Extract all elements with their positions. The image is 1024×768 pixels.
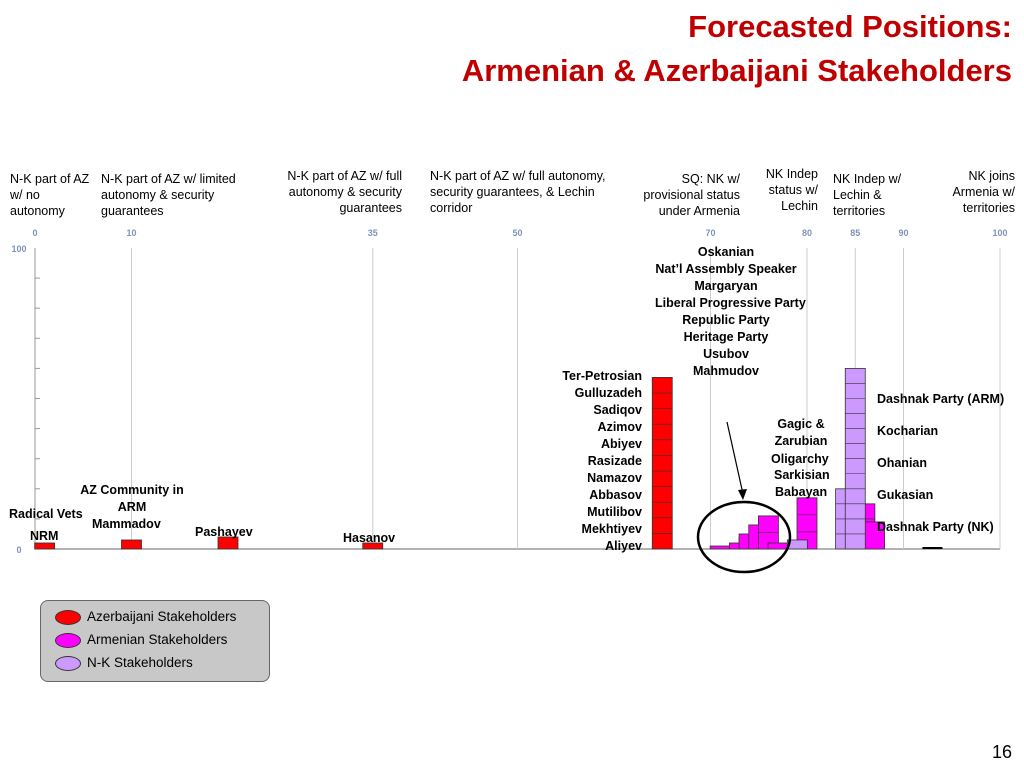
legend-swatch-az [55,609,81,625]
x-tick-label-8: 100 [992,228,1007,238]
label-pashayev: Pashayev [195,525,253,539]
y-tick-label-0: 0 [16,545,21,555]
legend-label-az: Azerbaijani Stakeholders [87,609,237,624]
legend-item-az: Azerbaijani Stakeholders [55,609,236,625]
position-label-3: N-K part of AZ w/ full autonomy, securit… [430,169,606,215]
x-tick-label-3: 50 [512,228,522,238]
az-stakeholder-label-9: Mekhtiyev [581,522,642,536]
bar-arm-0 [709,545,731,550]
az-stakeholder-labels: Ter-Petrosian Gulluzadeh Sadiqov Azimov Abiy… [536,368,642,555]
legend-label-nk: N-K Stakeholders [87,655,193,670]
x-tick-label-0: 0 [32,228,37,238]
arm-stakeholder-labels: Oskanian Nat’l Assembly Speaker Margaryan L… [655,244,806,380]
az-stakeholder-label-3: Azimov [597,420,642,434]
az-stakeholder-label-2: Sadiqov [593,403,642,417]
az-stakeholder-label-0: Ter-Petrosian [562,369,642,383]
chart-legend: Azerbaijani Stakeholders Armenian Stakeh… [40,600,270,682]
label-sarkisian: Sarkisian [774,468,830,482]
x-tick-label-7: 90 [898,228,908,238]
label-nrm: NRM [30,529,59,543]
position-label-6: NK Indep w/ Lechin & territories [833,172,902,218]
arm-stakeholder-label-0: Oskanian [697,245,755,259]
nk-stakeholder-label-3: Gukasian [877,488,934,502]
x-tick-label-5: 80 [802,228,812,238]
arm-stakeholder-label-7: Mahmudov [693,364,759,378]
arm-stakeholder-label-6: Usubov [703,347,749,361]
label-mammadov: Mammadov [92,517,161,531]
nk-stakeholder-label-4: Dashnak Party (NK) [877,520,994,534]
label-oligarchy: Oligarchy [771,452,829,466]
position-label-1: N-K part of AZ w/ limited autonomy & sec… [101,172,236,218]
bar-az-3 [362,542,384,550]
label-babayan: Babayan [775,485,828,499]
bar-az-2 [217,536,239,550]
position-label-4: SQ: NK w/ provisional status under Armen… [643,172,740,218]
legend-swatch-nk [55,655,81,671]
page-subtitle: Armenian & Azerbaijani Stakeholders [461,53,1012,88]
highlight-circle [696,500,792,574]
arrow-line [726,421,744,495]
x-tick-label-4: 70 [705,228,715,238]
az-stakeholder-label-8: Mutilibov [587,505,642,519]
page-number: 16 [991,742,1012,762]
arm-stakeholder-label-2: Margaryan [694,279,758,293]
x-tick-label-2: 35 [368,228,378,238]
bar-arm-5 [767,542,789,550]
label-radical-vets: Radical Vets [9,507,83,521]
label-gagic-zarubian: Gagic & Zarubian [774,417,828,448]
position-label-7: NK joins Armenia w/ territories [952,169,1015,215]
label-hasanov: Hasanov [343,531,396,545]
y-tick-label-1: 100 [11,244,26,254]
label-az-community: AZ Community in ARM [80,483,184,514]
az-stakeholder-label-10: Aliyev [605,539,642,553]
arm-stakeholder-label-1: Nat’l Assembly Speaker [655,262,797,276]
bar-az-4 [651,377,673,550]
page-title: Forecasted Positions: [688,9,1012,44]
nk-stakeholder-label-2: Ohanian [877,456,928,470]
legend-item-nk: N-K Stakeholders [55,655,193,671]
bar-az-0 [34,542,56,550]
az-stakeholder-label-7: Abbasov [589,488,642,502]
arm-stakeholder-label-5: Heritage Party [683,330,769,344]
arm-stakeholder-label-4: Republic Party [682,313,770,327]
legend-item-arm: Armenian Stakeholders [55,632,227,648]
arrow-head [738,489,747,500]
position-label-5: NK Indep status w/ Lechin [765,167,818,213]
nk-stakeholder-label-1: Kocharian [877,424,939,438]
legend-label-arm: Armenian Stakeholders [87,632,228,647]
position-label-0: N-K part of AZ w/ no autonomy [10,172,90,218]
bar-nk-0 [786,539,808,550]
az-stakeholder-label-4: Abiyev [601,437,642,451]
az-stakeholder-label-1: Gulluzadeh [574,386,642,400]
az-stakeholder-label-6: Namazov [587,471,642,485]
nk-stakeholder-label-0: Dashnak Party (ARM) [877,392,1005,406]
x-tick-label-6: 85 [850,228,860,238]
arm-stakeholder-label-3: Liberal Progressive Party [655,296,806,310]
az-stakeholder-label-5: Rasizade [587,454,642,468]
x-tick-label-1: 10 [126,228,136,238]
bar-az-1 [121,539,142,550]
legend-swatch-arm [55,632,81,648]
position-label-2: N-K part of AZ w/ full autonomy & securi… [287,169,402,215]
